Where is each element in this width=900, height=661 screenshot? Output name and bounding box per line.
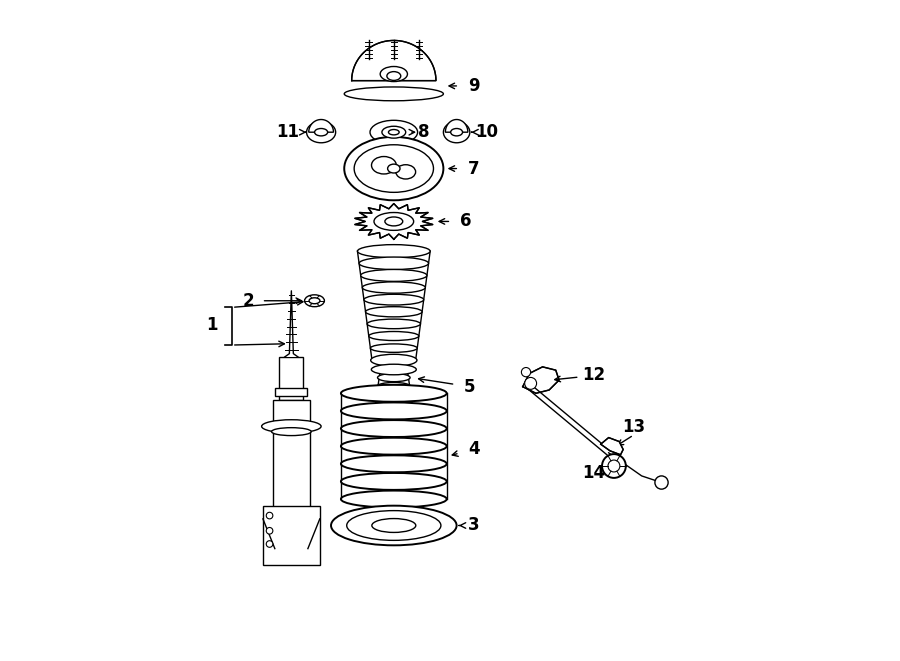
Text: 7: 7 [468,159,480,178]
Ellipse shape [355,145,434,192]
Ellipse shape [372,157,396,174]
Polygon shape [273,400,310,512]
Ellipse shape [344,137,444,200]
Ellipse shape [388,164,400,173]
Ellipse shape [372,518,416,533]
Polygon shape [352,40,436,81]
Ellipse shape [371,354,417,366]
Ellipse shape [385,217,402,226]
Ellipse shape [377,373,410,381]
Ellipse shape [369,332,419,340]
Ellipse shape [341,438,446,455]
Ellipse shape [344,87,444,100]
Circle shape [602,454,626,478]
Polygon shape [523,367,559,393]
Ellipse shape [371,344,418,352]
Ellipse shape [341,420,446,437]
Ellipse shape [377,383,410,391]
Ellipse shape [365,307,422,317]
Ellipse shape [378,365,410,372]
Ellipse shape [375,400,412,409]
Text: 10: 10 [475,123,498,141]
Polygon shape [309,120,334,132]
Text: 8: 8 [418,123,429,141]
Circle shape [266,527,273,534]
Ellipse shape [309,297,320,303]
Polygon shape [275,388,307,396]
Text: 13: 13 [622,418,645,436]
Ellipse shape [367,319,420,329]
Ellipse shape [382,126,406,138]
Ellipse shape [389,130,400,135]
Ellipse shape [341,455,446,472]
Ellipse shape [331,506,456,545]
Ellipse shape [341,473,446,490]
Polygon shape [284,291,298,357]
Circle shape [608,460,620,472]
Ellipse shape [359,257,428,270]
Ellipse shape [372,356,416,364]
Polygon shape [600,438,623,455]
Ellipse shape [396,165,416,179]
Ellipse shape [341,403,446,419]
Ellipse shape [364,294,424,305]
Ellipse shape [341,490,446,508]
Circle shape [266,512,273,519]
Text: 6: 6 [460,212,472,231]
Ellipse shape [374,213,414,231]
Ellipse shape [451,128,463,136]
Text: 3: 3 [468,516,480,535]
Text: 12: 12 [582,366,606,385]
Ellipse shape [315,128,328,136]
Ellipse shape [341,385,446,402]
Ellipse shape [387,71,400,81]
Ellipse shape [370,120,418,144]
Text: 9: 9 [468,77,480,95]
Ellipse shape [372,364,417,375]
Text: 2: 2 [243,292,254,310]
Text: 11: 11 [276,123,300,141]
Text: 4: 4 [468,440,480,459]
Ellipse shape [444,122,470,143]
Ellipse shape [363,282,426,293]
Ellipse shape [361,270,427,282]
Ellipse shape [346,510,441,541]
Circle shape [266,541,273,547]
Text: 14: 14 [582,463,606,482]
Polygon shape [263,506,320,565]
Circle shape [655,476,668,489]
Ellipse shape [262,420,321,433]
Ellipse shape [357,245,430,258]
Ellipse shape [380,67,408,81]
Ellipse shape [307,122,336,143]
Polygon shape [355,204,433,239]
Text: 5: 5 [464,377,475,396]
Polygon shape [446,120,468,132]
Text: 1: 1 [206,316,218,334]
Ellipse shape [376,391,411,400]
Ellipse shape [272,428,311,436]
Circle shape [525,377,536,389]
Polygon shape [280,357,303,400]
Circle shape [521,368,531,377]
Ellipse shape [304,295,324,307]
